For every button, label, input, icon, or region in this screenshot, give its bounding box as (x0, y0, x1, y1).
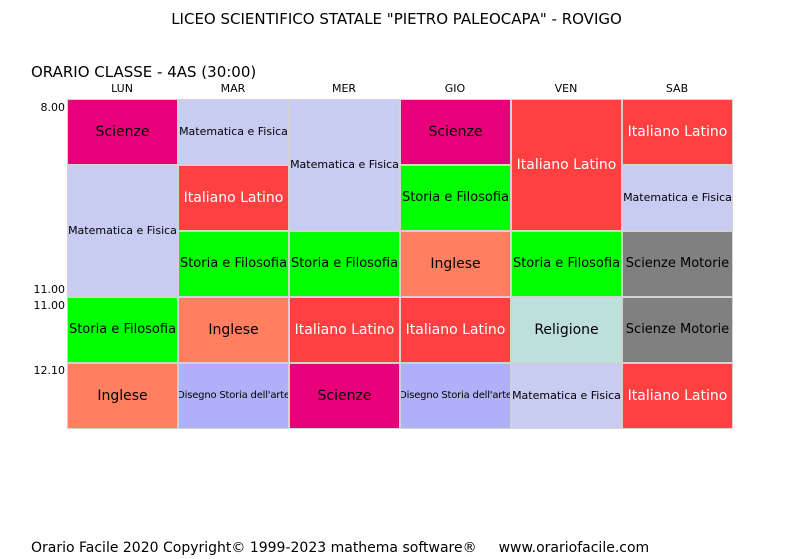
lesson-cell: Storia e Filosofia (178, 231, 289, 297)
lesson-cell: Italiano Latino (178, 165, 289, 231)
time-label-start: 8.00 (40, 101, 66, 114)
footer-url: www.orariofacile.com (498, 540, 650, 556)
class-heading: ORARIO CLASSE - 4AS (30:00) (31, 63, 257, 81)
lesson-cell: Italiano Latino (511, 99, 622, 231)
lesson-cell: Storia e Filosofia (67, 297, 178, 363)
lesson-cell: Italiano Latino (289, 297, 400, 363)
day-header-mar: MAR (220, 82, 246, 95)
lesson-cell: Inglese (67, 363, 178, 429)
lesson-cell: Inglese (178, 297, 289, 363)
lesson-cell: Scienze Motorie (622, 231, 733, 297)
lesson-cell: Scienze (67, 99, 178, 165)
lesson-cell: Matematica e Fisica (622, 165, 733, 231)
lesson-cell: Scienze Motorie (622, 297, 733, 363)
time-label-end-block-1: 11.00 (33, 283, 66, 296)
footer: Orario Facile 2020 Copyright© 1999-2023 … (31, 540, 649, 556)
lesson-cell: Matematica e Fisica (67, 165, 178, 297)
day-header-lun: LUN (111, 82, 133, 95)
day-header-gio: GIO (444, 82, 466, 95)
lesson-cell: Disegno Storia dell'arte (178, 363, 289, 429)
day-header-mer: MER (331, 82, 357, 95)
lesson-cell: Inglese (400, 231, 511, 297)
lesson-cell: Scienze (289, 363, 400, 429)
lesson-cell: Italiano Latino (622, 363, 733, 429)
lesson-cell: Italiano Latino (622, 99, 733, 165)
lesson-cell: Storia e Filosofia (289, 231, 400, 297)
time-label-start-block-3: 12.10 (33, 364, 66, 377)
day-header-sab: SAB (665, 82, 689, 95)
lesson-cell: Italiano Latino (400, 297, 511, 363)
day-header-ven: VEN (554, 82, 578, 95)
lesson-cell: Storia e Filosofia (400, 165, 511, 231)
school-title: LICEO SCIENTIFICO STATALE "PIETRO PALEOC… (171, 10, 622, 28)
time-label-start-block-2: 11.00 (33, 299, 66, 312)
footer-copyright: Orario Facile 2020 Copyright© 1999-2023 … (31, 540, 477, 556)
lesson-cell: Matematica e Fisica (178, 99, 289, 165)
lesson-cell: Disegno Storia dell'arte (400, 363, 511, 429)
lesson-cell: Religione (511, 297, 622, 363)
lesson-cell: Matematica e Fisica (511, 363, 622, 429)
lesson-cell: Scienze (400, 99, 511, 165)
lesson-cell: Matematica e Fisica (289, 99, 400, 231)
lesson-cell: Storia e Filosofia (511, 231, 622, 297)
